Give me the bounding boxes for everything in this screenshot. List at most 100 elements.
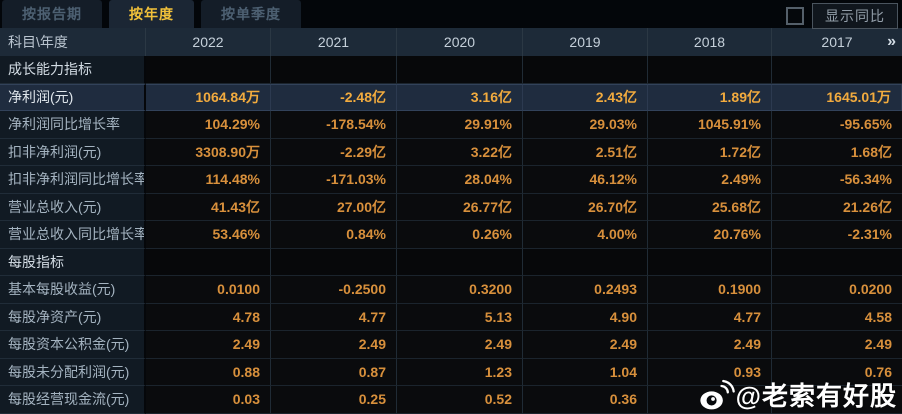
- table-row[interactable]: 每股净资产(元) 4.78 4.77 5.13 4.90 4.77 4.58: [0, 303, 902, 331]
- cell: 2.49: [146, 331, 271, 359]
- cell: 5.13: [397, 303, 523, 331]
- table-row[interactable]: 营业总收入同比增长率 53.46% 0.84% 0.26% 4.00% 20.7…: [0, 221, 902, 249]
- row-label: 每股未分配利润(元): [0, 358, 146, 386]
- cell: [146, 56, 271, 84]
- cell: 28.04%: [397, 166, 523, 194]
- cell: 25.68亿: [648, 193, 772, 221]
- cell: -171.03%: [271, 166, 397, 194]
- table-row[interactable]: 每股指标: [0, 248, 902, 276]
- tab-by-year[interactable]: 按年度: [109, 0, 194, 28]
- cell: 2.49: [772, 331, 902, 359]
- cell: [648, 56, 772, 84]
- cell: 26.70亿: [523, 193, 648, 221]
- row-label: 每股指标: [0, 248, 146, 276]
- table-row[interactable]: 净利润同比增长率 104.29% -178.54% 29.91% 29.03% …: [0, 111, 902, 139]
- year-label: 2017: [821, 34, 853, 50]
- show-yoy-checkbox[interactable]: [786, 7, 804, 25]
- row-label: 净利润同比增长率: [0, 111, 146, 139]
- cell: 104.29%: [146, 111, 271, 139]
- corner-header: 科目\年度: [0, 28, 146, 56]
- tab-by-report-period[interactable]: 按报告期: [2, 0, 102, 28]
- table-row[interactable]: 每股未分配利润(元) 0.88 0.87 1.23 1.04 0.93 0.76: [0, 358, 902, 386]
- cell: 0.76: [772, 358, 902, 386]
- cell: [772, 248, 902, 276]
- cell: 2.49: [523, 331, 648, 359]
- cell: [146, 248, 271, 276]
- cell: [772, 56, 902, 84]
- cell: [523, 56, 648, 84]
- cell: 2.51亿: [523, 138, 648, 166]
- year-column-2018[interactable]: 2018: [648, 28, 772, 56]
- cell: 4.78: [146, 303, 271, 331]
- cell: 1645.01万: [772, 83, 902, 111]
- cell: [772, 386, 902, 414]
- cell: 2.49%: [648, 166, 772, 194]
- cell: [648, 248, 772, 276]
- table-row[interactable]: 扣非净利润同比增长率 114.48% -171.03% 28.04% 46.12…: [0, 166, 902, 194]
- cell: 0.52: [397, 386, 523, 414]
- cell: 114.48%: [146, 166, 271, 194]
- year-column-2020[interactable]: 2020: [397, 28, 523, 56]
- cell: 29.03%: [523, 111, 648, 139]
- cell: 1.89亿: [648, 83, 772, 111]
- tab-by-single-quarter[interactable]: 按单季度: [201, 0, 301, 28]
- cell: 1.23: [397, 358, 523, 386]
- table-row[interactable]: 营业总收入(元) 41.43亿 27.00亿 26.77亿 26.70亿 25.…: [0, 193, 902, 221]
- row-label: 每股经营现金流(元): [0, 386, 146, 414]
- cell: 46.12%: [523, 166, 648, 194]
- row-label: 成长能力指标: [0, 56, 146, 84]
- cell: 0.26%: [397, 221, 523, 249]
- show-yoy-button[interactable]: 显示同比: [812, 3, 898, 29]
- cell: 3308.90万: [146, 138, 271, 166]
- cell: [523, 248, 648, 276]
- year-column-2021[interactable]: 2021: [271, 28, 397, 56]
- year-column-2017[interactable]: 2017 »: [772, 28, 902, 56]
- row-label: 营业总收入(元): [0, 193, 146, 221]
- table-row[interactable]: 每股资本公积金(元) 2.49 2.49 2.49 2.49 2.49 2.49: [0, 331, 902, 359]
- cell: 53.46%: [146, 221, 271, 249]
- cell: 4.58: [772, 303, 902, 331]
- cell: 0.25: [271, 386, 397, 414]
- cell: 1.68亿: [772, 138, 902, 166]
- cell: 0.87: [271, 358, 397, 386]
- cell: 1064.84万: [146, 83, 271, 111]
- cell: -0.2500: [271, 276, 397, 304]
- cell: 27.00亿: [271, 193, 397, 221]
- cell: 26.77亿: [397, 193, 523, 221]
- cell: 4.77: [271, 303, 397, 331]
- cell: 0.93: [648, 358, 772, 386]
- cell: -2.48亿: [271, 83, 397, 111]
- row-label: 扣非净利润同比增长率: [0, 166, 146, 194]
- cell: 1.72亿: [648, 138, 772, 166]
- cell: [648, 386, 772, 414]
- cell: 29.91%: [397, 111, 523, 139]
- cell: -56.34%: [772, 166, 902, 194]
- cell: 4.77: [648, 303, 772, 331]
- table-row[interactable]: 扣非净利润(元) 3308.90万 -2.29亿 3.22亿 2.51亿 1.7…: [0, 138, 902, 166]
- table-row[interactable]: 基本每股收益(元) 0.0100 -0.2500 0.3200 0.2493 0…: [0, 276, 902, 304]
- table-row[interactable]: 每股经营现金流(元) 0.03 0.25 0.52 0.36: [0, 386, 902, 414]
- cell: 0.84%: [271, 221, 397, 249]
- cell: 0.88: [146, 358, 271, 386]
- cell: [271, 248, 397, 276]
- cell: 21.26亿: [772, 193, 902, 221]
- cell: 0.2493: [523, 276, 648, 304]
- period-tab-bar: 按报告期 按年度 按单季度 显示同比: [0, 0, 902, 29]
- cell: 0.3200: [397, 276, 523, 304]
- table-header-row: 科目\年度 2022 2021 2020 2019 2018 2017 »: [0, 28, 902, 56]
- cell: 3.22亿: [397, 138, 523, 166]
- row-label: 营业总收入同比增长率: [0, 221, 146, 249]
- chevron-double-right-icon[interactable]: »: [887, 33, 896, 50]
- cell: 0.1900: [648, 276, 772, 304]
- cell: 4.90: [523, 303, 648, 331]
- cell: 3.16亿: [397, 83, 523, 111]
- cell: 2.49: [648, 331, 772, 359]
- cell: [271, 56, 397, 84]
- cell: 0.0200: [772, 276, 902, 304]
- year-column-2019[interactable]: 2019: [523, 28, 648, 56]
- table-row[interactable]: 成长能力指标: [0, 56, 902, 84]
- table-row[interactable]: 净利润(元) 1064.84万 -2.48亿 3.16亿 2.43亿 1.89亿…: [0, 83, 902, 111]
- cell: 0.03: [146, 386, 271, 414]
- cell: -2.29亿: [271, 138, 397, 166]
- year-column-2022[interactable]: 2022: [146, 28, 271, 56]
